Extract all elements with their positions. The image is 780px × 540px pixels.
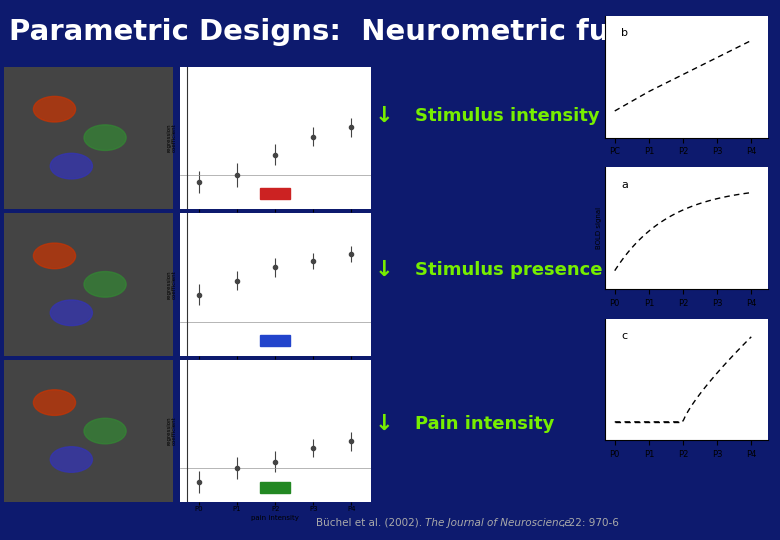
Text: The Journal of Neuroscience: The Journal of Neuroscience (425, 518, 571, 528)
Ellipse shape (50, 447, 93, 472)
Text: Parametric Designs:  Neurometric functions: Parametric Designs: Neurometric function… (9, 18, 730, 46)
Text: ↓: ↓ (374, 414, 393, 434)
Y-axis label: regression
coefficient: regression coefficient (166, 270, 177, 299)
Text: c: c (621, 330, 627, 341)
Y-axis label: BOLD signal: BOLD signal (596, 207, 601, 249)
Y-axis label: regression
coefficient: regression coefficient (166, 123, 177, 152)
Text: ↓: ↓ (374, 106, 393, 126)
Text: ↓: ↓ (374, 260, 393, 280)
Y-axis label: regression
coefficient: regression coefficient (166, 417, 177, 445)
Ellipse shape (34, 390, 76, 415)
Bar (260, 482, 290, 492)
Ellipse shape (50, 153, 93, 179)
X-axis label: pain intensity: pain intensity (251, 222, 299, 228)
Text: , 22: 970-6: , 22: 970-6 (562, 518, 619, 528)
Bar (260, 335, 290, 346)
Ellipse shape (84, 418, 126, 444)
X-axis label: pain intensity: pain intensity (251, 368, 299, 374)
X-axis label: pain intensity: pain intensity (251, 515, 299, 521)
Ellipse shape (34, 96, 76, 122)
Text: a: a (621, 179, 628, 190)
Text: Pain intensity: Pain intensity (415, 415, 555, 433)
Ellipse shape (84, 125, 126, 151)
Ellipse shape (34, 243, 76, 269)
Text: Stimulus intensity: Stimulus intensity (415, 107, 600, 125)
Text: Büchel et al. (2002).: Büchel et al. (2002). (316, 518, 425, 528)
Text: Stimulus presence: Stimulus presence (415, 261, 603, 279)
Text: b: b (621, 28, 628, 38)
Bar (260, 188, 290, 199)
Ellipse shape (50, 300, 93, 326)
Ellipse shape (84, 272, 126, 297)
